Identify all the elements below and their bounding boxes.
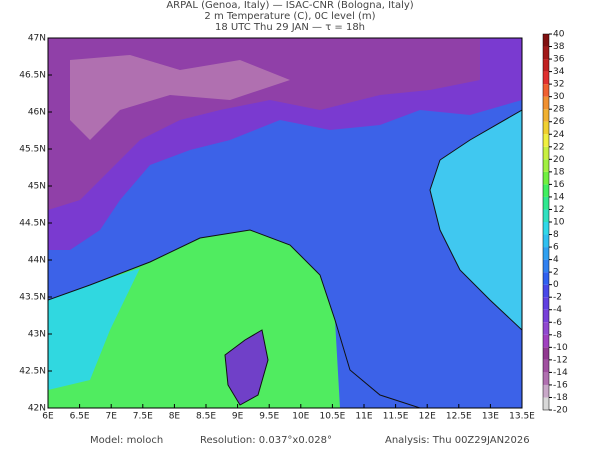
- x-tick-label: 10.5E: [320, 412, 346, 422]
- colorbar-label: -12: [553, 355, 568, 365]
- x-tick-label: 6E: [42, 412, 54, 422]
- colorbar-segment: [543, 59, 549, 72]
- colorbar-segment: [543, 297, 549, 310]
- colorbar-segment: [543, 359, 549, 373]
- x-tick-label: 9.5E: [259, 412, 279, 422]
- y-tick-label: 44.5N: [19, 219, 46, 229]
- colorbar-segment: [543, 209, 549, 222]
- colorbar-label: -20: [553, 406, 568, 416]
- footer-resolution: Resolution: 0.037°x0.028°: [200, 435, 332, 446]
- colorbar-label: 24: [553, 130, 565, 140]
- colorbar-label: 2: [553, 268, 559, 278]
- colorbar-segment: [543, 121, 549, 135]
- colorbar-label: 28: [553, 105, 565, 115]
- colorbar-segment: [543, 84, 549, 97]
- colorbar-label: -18: [553, 393, 568, 403]
- colorbar-label: 26: [553, 117, 565, 127]
- y-tick-label: 43N: [28, 330, 46, 340]
- x-tick-label: 13.5E: [509, 412, 535, 422]
- colorbar-label: 14: [553, 192, 565, 202]
- colorbar-segment: [543, 109, 549, 122]
- colorbar-label: 6: [553, 243, 559, 253]
- x-tick-label: 11.5E: [383, 412, 409, 422]
- colorbar-segment: [543, 272, 549, 285]
- x-tick-label: 9E: [232, 412, 244, 422]
- footer-model: Model: moloch: [90, 435, 163, 446]
- colorbar-label: -10: [553, 343, 568, 353]
- y-tick-label: 42.5N: [19, 367, 46, 377]
- colorbar-segment: [543, 284, 549, 298]
- colorbar-label: -8: [553, 330, 562, 340]
- y-tick-label: 45N: [28, 182, 46, 192]
- y-tick-label: 47N: [28, 34, 46, 44]
- y-tick-label: 45.5N: [19, 145, 46, 155]
- colorbar-segment: [543, 171, 549, 185]
- x-tick-label: 8E: [169, 412, 181, 422]
- colorbar-segment: [543, 222, 549, 235]
- y-tick-label: 46.5N: [19, 71, 46, 81]
- y-tick-label: 46N: [28, 108, 46, 118]
- colorbar-label: 16: [553, 180, 565, 190]
- x-tick-label: 6.5E: [70, 412, 90, 422]
- header-line: 18 UTC Thu 29 JAN — τ = 18h: [215, 22, 365, 33]
- y-tick-label: 42N: [28, 404, 46, 414]
- colorbar-label: -4: [553, 305, 562, 315]
- colorbar-label: 4: [553, 255, 559, 265]
- colorbar-label: 32: [553, 80, 564, 90]
- colorbar-segment: [543, 184, 549, 197]
- x-tick-label: 8.5E: [196, 412, 216, 422]
- colorbar-segment: [543, 134, 549, 147]
- colorbar-segment: [543, 234, 549, 248]
- colorbar-segment: [543, 146, 549, 160]
- header-line: ARPAL (Genoa, Italy) — ISAC-CNR (Bologna…: [166, 0, 413, 11]
- colorbar-label: 22: [553, 142, 564, 152]
- colorbar-label: 34: [553, 67, 565, 77]
- colorbar-segment: [543, 96, 549, 110]
- x-tick-label: 13E: [482, 412, 499, 422]
- colorbar-label: 18: [553, 167, 565, 177]
- colorbar-label: 20: [553, 155, 565, 165]
- colorbar-segment: [543, 309, 549, 323]
- x-tick-label: 12.5E: [446, 412, 472, 422]
- colorbar-label: -2: [553, 293, 562, 303]
- x-tick-label: 7E: [105, 412, 117, 422]
- colorbar-segment: [543, 384, 549, 398]
- colorbar-label: 38: [553, 42, 565, 52]
- colorbar-label: 0: [553, 280, 559, 290]
- colorbar-label: -14: [553, 368, 568, 378]
- colorbar-label: -6: [553, 318, 562, 328]
- colorbar-label: 10: [553, 218, 565, 228]
- colorbar-segment: [543, 397, 549, 410]
- y-tick-label: 44N: [28, 256, 46, 266]
- colorbar-segment: [543, 46, 549, 60]
- x-tick-label: 11E: [355, 412, 372, 422]
- colorbar-segment: [543, 71, 549, 85]
- colorbar-segment: [543, 159, 549, 172]
- colorbar-label: -16: [553, 380, 568, 390]
- colorbar-segment: [543, 372, 549, 385]
- colorbar-label: 36: [553, 55, 565, 65]
- colorbar-label: 40: [553, 30, 565, 40]
- colorbar-segment: [543, 334, 549, 348]
- footer-analysis: Analysis: Thu 00Z29JAN2026: [385, 435, 530, 446]
- colorbar-label: 30: [553, 92, 565, 102]
- colorbar-segment: [543, 247, 549, 260]
- colorbar-label: 12: [553, 205, 564, 215]
- y-tick-label: 43.5N: [19, 293, 46, 303]
- x-tick-label: 7.5E: [133, 412, 153, 422]
- colorbar-segment: [543, 347, 549, 360]
- colorbar-segment: [543, 259, 549, 273]
- colorbar-segment: [543, 34, 549, 47]
- x-tick-label: 10E: [292, 412, 309, 422]
- colorbar-label: 8: [553, 230, 559, 240]
- colorbar-segment: [543, 322, 549, 335]
- header-line: 2 m Temperature (C), 0C level (m): [204, 11, 375, 22]
- x-tick-label: 12E: [419, 412, 436, 422]
- colorbar-segment: [543, 196, 549, 210]
- map-field: [48, 38, 522, 408]
